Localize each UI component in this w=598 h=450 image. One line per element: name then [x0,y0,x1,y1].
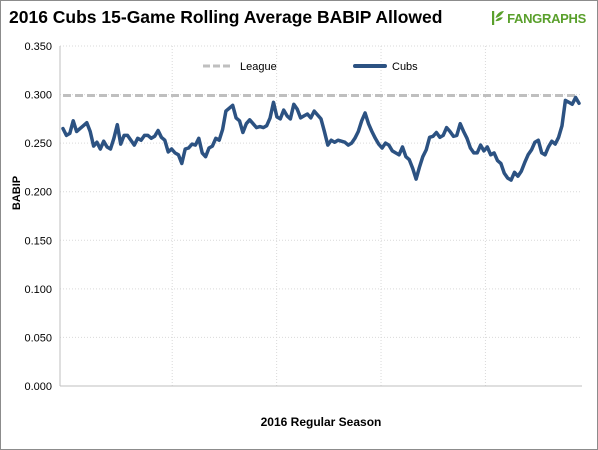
y-tick-label: 0.150 [24,235,52,247]
y-tick-label: 0.350 [24,41,52,53]
legend: League Cubs [203,61,418,73]
y-tick-label: 0.100 [24,284,52,296]
y-tick-label: 0.000 [24,381,52,393]
legend-label-league: League [240,61,277,73]
y-tick-label: 0.250 [24,138,52,150]
series-line-cubs [61,95,581,182]
legend-label-cubs: Cubs [392,61,418,73]
series-lines [61,94,581,182]
x-axis-label: 2016 Regular Season [260,415,382,429]
y-tick-labels: 0.000 0.050 0.100 0.150 0.200 0.250 0.300 0.350 [24,41,52,393]
chart-title: 2016 Cubs 15-Game Rolling Average BABIP … [9,7,443,27]
fangraphs-wordmark: FANGRAPHS [507,10,586,26]
y-tick-label: 0.050 [24,332,52,344]
y-tick-label: 0.300 [24,90,52,102]
y-tick-label: 0.200 [24,187,52,199]
fangraphs-logo: FANGRAPHS [490,9,586,27]
fangraphs-leaf-icon [492,11,505,25]
